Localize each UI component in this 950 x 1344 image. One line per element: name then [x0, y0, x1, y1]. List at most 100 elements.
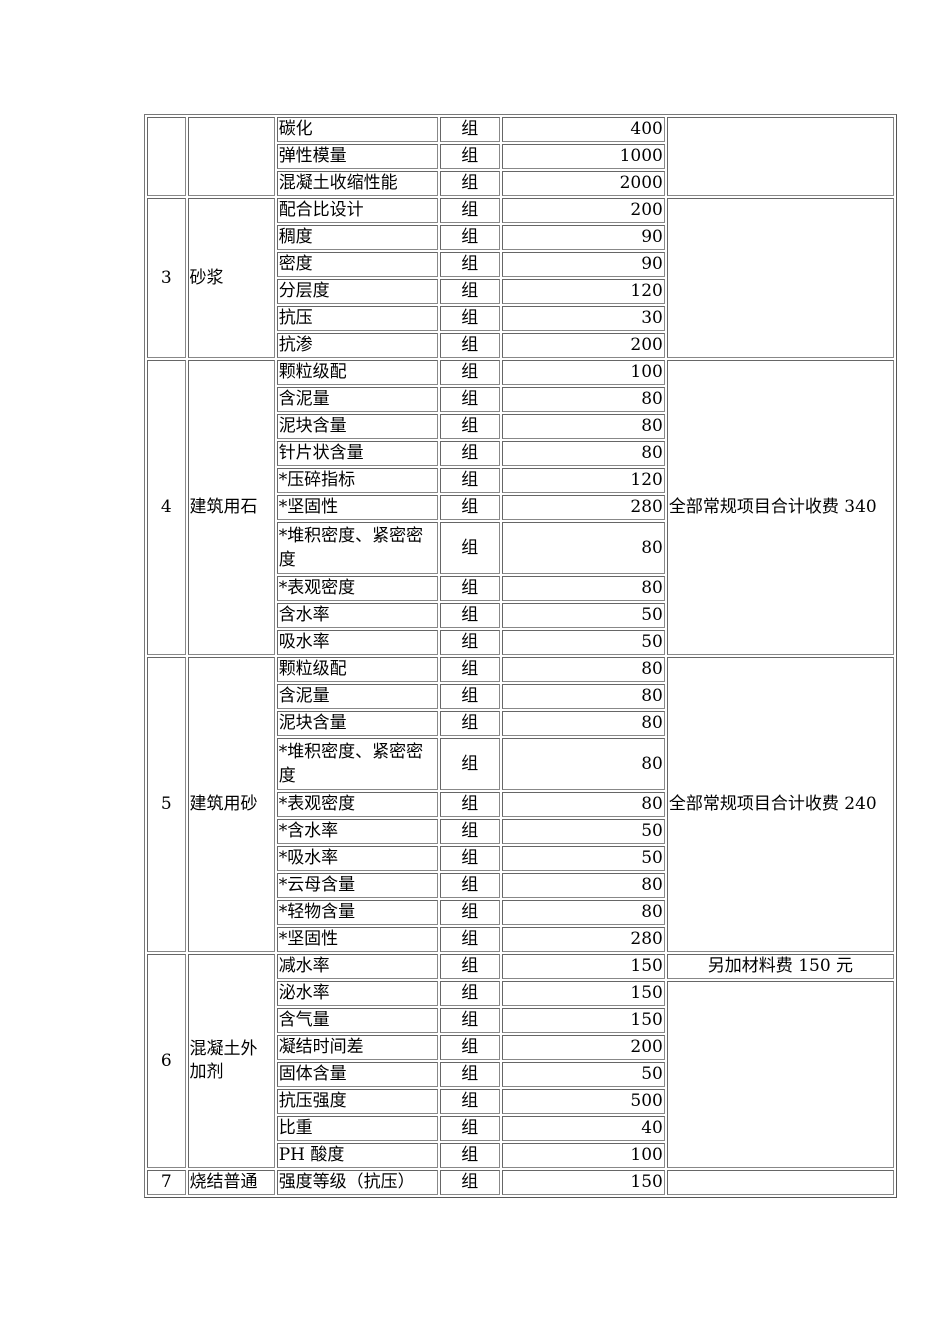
item-unit: 组 [439, 657, 500, 682]
item-unit: 组 [439, 1116, 500, 1141]
item-name: 抗压强度 [276, 1089, 438, 1114]
item-price: 280 [501, 495, 665, 520]
item-price: 50 [501, 630, 665, 655]
item-name: *堆积密度、紧密密度 [276, 522, 438, 574]
item-price: 90 [501, 252, 665, 277]
item-price: 120 [501, 279, 665, 304]
item-price: 80 [501, 873, 665, 898]
item-unit: 组 [439, 927, 500, 952]
item-name: *压碎指标 [276, 468, 438, 493]
item-price: 50 [501, 1062, 665, 1087]
table-row: 泥块含量组 80 [147, 711, 894, 736]
item-unit: 组 [439, 144, 500, 169]
item-name: 含气量 [276, 1008, 438, 1033]
table-row: 3 砂浆 配合比设计组 200 [147, 198, 894, 358]
item-unit: 组 [439, 279, 500, 304]
item-name: *坚固性 [276, 927, 438, 952]
group-name: 砂浆 [187, 198, 275, 358]
table-row: 碳化组 400 [147, 117, 894, 196]
table-row: PH 酸度组 100 [147, 1143, 894, 1168]
table-row: *压碎指标组 120 [147, 468, 894, 493]
table-row: *吸水率组 50 [147, 846, 894, 871]
item-name: *云母含量 [276, 873, 438, 898]
table-row: 含水率组 50 [147, 603, 894, 628]
item-unit: 组 [439, 225, 500, 250]
item-price: 80 [501, 576, 665, 601]
item-price: 150 [501, 1170, 665, 1195]
group-number: 5 [147, 657, 186, 952]
table-row: 6 混凝土外加剂 减水率组 150 另加材料费 150 元 [147, 954, 894, 1168]
item-unit: 组 [439, 252, 500, 277]
item-unit: 组 [439, 414, 500, 439]
table-row: 4 建筑用石 颗粒级配组 100 全部常规项目合计收费 340 [147, 360, 894, 655]
note-cell [666, 117, 894, 196]
item-price: 2000 [501, 171, 665, 196]
item-unit: 组 [439, 603, 500, 628]
item-unit: 组 [439, 441, 500, 466]
item-unit: 组 [439, 711, 500, 736]
item-price: 500 [501, 1089, 665, 1114]
item-name: *轻物含量 [276, 900, 438, 925]
item-name: 密度 [276, 252, 438, 277]
group-number: 6 [147, 954, 186, 1168]
item-unit: 组 [439, 198, 500, 223]
item-unit: 组 [439, 306, 500, 331]
item-name: 含水率 [276, 603, 438, 628]
item-unit: 组 [439, 387, 500, 412]
table-row: 泌水率组 150 [147, 981, 894, 1168]
item-price: 100 [501, 360, 665, 385]
item-name: PH 酸度 [276, 1143, 438, 1168]
item-unit: 组 [439, 684, 500, 709]
note-cell: 全部常规项目合计收费 340 [666, 360, 894, 655]
item-price: 90 [501, 225, 665, 250]
item-unit: 组 [439, 1143, 500, 1168]
item-name: 配合比设计 [276, 198, 438, 223]
table-row: 分层度组 120 [147, 279, 894, 304]
item-unit: 组 [439, 1008, 500, 1033]
table-row: *坚固性组 280 [147, 927, 894, 952]
item-unit: 组 [439, 1062, 500, 1087]
table-row: 泥块含量组 80 [147, 414, 894, 439]
table-row: *堆积密度、紧密密度组 80 [147, 522, 894, 574]
item-unit: 组 [439, 117, 500, 142]
group-name: 建筑用砂 [187, 657, 275, 952]
group-number [147, 117, 186, 196]
table-row: 针片状含量组 80 [147, 441, 894, 466]
item-price: 40 [501, 1116, 665, 1141]
item-unit: 组 [439, 171, 500, 196]
note-cell: 全部常规项目合计收费 240 [666, 657, 894, 952]
item-unit: 组 [439, 1170, 500, 1195]
item-name: 含泥量 [276, 387, 438, 412]
item-price: 80 [501, 522, 665, 574]
table-row: *表观密度组 80 [147, 792, 894, 817]
item-price: 50 [501, 819, 665, 844]
item-unit: 组 [439, 360, 500, 385]
item-price: 50 [501, 846, 665, 871]
note-cell [666, 981, 894, 1168]
item-unit: 组 [439, 468, 500, 493]
item-price: 80 [501, 441, 665, 466]
item-name: *堆积密度、紧密密度 [276, 738, 438, 790]
item-unit: 组 [439, 846, 500, 871]
item-unit: 组 [439, 954, 500, 979]
price-table: 碳化组 400 弹性模量组 1000 混凝土收缩性能组 2000 3 砂浆 配合比设计组 200 稠… [144, 114, 897, 1198]
item-name: 稠度 [276, 225, 438, 250]
item-unit: 组 [439, 333, 500, 358]
item-name: 颗粒级配 [276, 657, 438, 682]
table-row: 5 建筑用砂 颗粒级配组 80 全部常规项目合计收费 240 [147, 657, 894, 952]
table-row: 比重组 40 [147, 1116, 894, 1141]
item-unit: 组 [439, 495, 500, 520]
item-name: 泥块含量 [276, 711, 438, 736]
table-row: 7 烧结普通 强度等级（抗压）组 150 [147, 1170, 894, 1195]
item-name: *吸水率 [276, 846, 438, 871]
note-cell: 另加材料费 150 元 [666, 954, 894, 979]
item-price: 400 [501, 117, 665, 142]
item-name: *表观密度 [276, 792, 438, 817]
note-cell [666, 1170, 894, 1195]
table-row: 吸水率组 50 [147, 630, 894, 655]
item-unit: 组 [439, 792, 500, 817]
table-row: 抗压组 30 [147, 306, 894, 331]
table-row: *坚固性组 280 [147, 495, 894, 520]
table-row: 密度组 90 [147, 252, 894, 277]
table-row: *云母含量组 80 [147, 873, 894, 898]
